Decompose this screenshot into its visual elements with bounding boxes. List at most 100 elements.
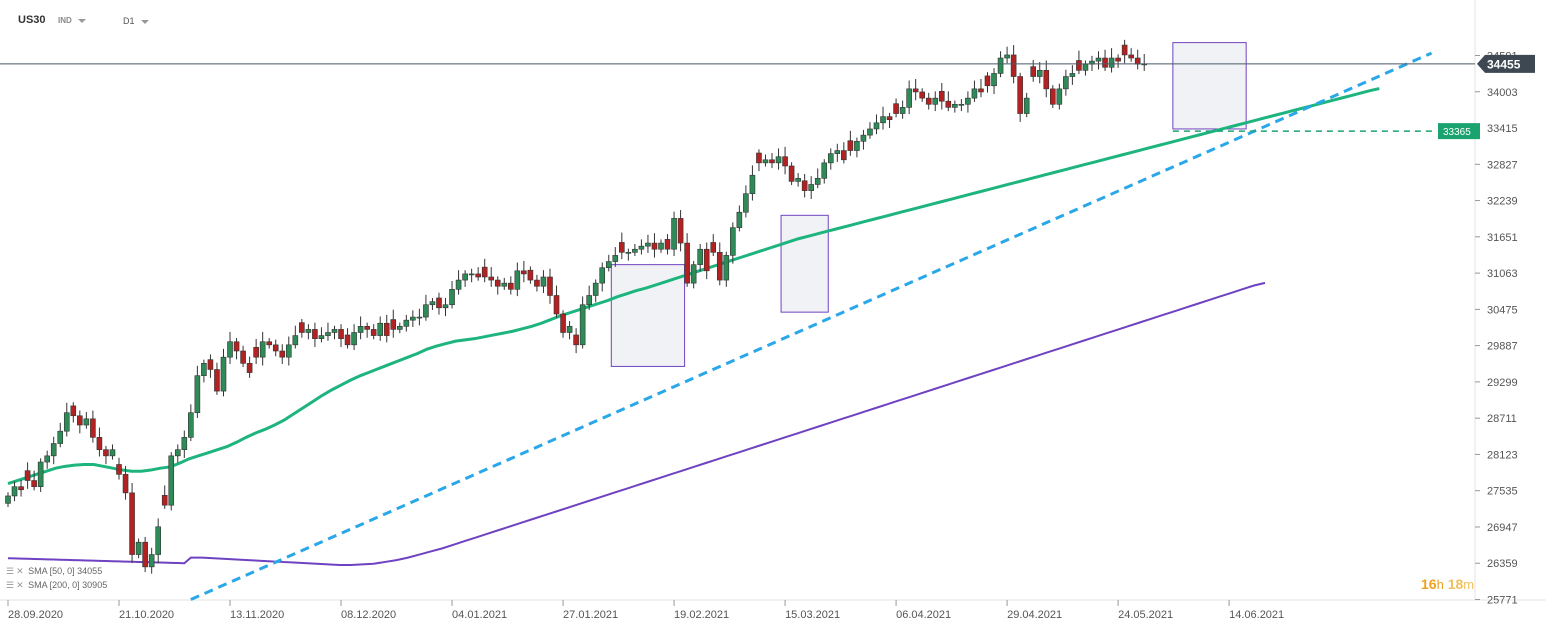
candle-up (612, 255, 619, 262)
current-price-label: 34455 (1487, 57, 1521, 71)
candle-down (1102, 57, 1108, 68)
candle-up (403, 319, 410, 327)
candle-down (677, 218, 684, 244)
candle-up (455, 279, 462, 290)
x-tick-label: 24.05.2021 (1118, 609, 1173, 621)
candle-down (1050, 88, 1056, 105)
candle-down (560, 313, 566, 333)
pattern-box (780, 214, 829, 313)
candle-down (716, 252, 723, 281)
candle-up (821, 162, 828, 179)
candle-down (553, 295, 560, 315)
candle-up (357, 326, 364, 333)
candle-down (573, 334, 579, 346)
candle-up (834, 150, 841, 154)
candle-up (259, 341, 266, 358)
candle-down (116, 464, 122, 475)
candle-down (710, 242, 717, 253)
close-icon[interactable]: ✕ (16, 580, 24, 590)
candle-up (592, 282, 599, 296)
candle-up (351, 332, 357, 346)
candle-up (625, 252, 632, 254)
indicator-sma200-row[interactable]: ☰ ✕ SMA [200, 0] 30905 (6, 580, 107, 591)
candle-down (383, 322, 390, 336)
candle-down (77, 415, 83, 426)
candle-up (873, 122, 880, 130)
x-tick-label: 27.01.2021 (563, 609, 618, 621)
candle-down (547, 276, 553, 296)
settings-icon[interactable]: ☰ (6, 566, 15, 576)
candle-down (1121, 44, 1128, 56)
candle-up (325, 332, 331, 336)
trendline (190, 51, 1433, 601)
candle-down (103, 449, 109, 457)
candle-down (246, 363, 253, 373)
candle-up (462, 273, 468, 281)
x-tick-label: 29.04.2021 (1007, 609, 1062, 621)
candle-up (220, 356, 227, 392)
x-tick-label: 08.12.2020 (341, 609, 396, 621)
candle-down (24, 470, 31, 481)
candle-up (423, 304, 429, 318)
candle-up (1036, 70, 1043, 77)
x-tick-label: 15.03.2021 (785, 609, 840, 621)
candle-down (1010, 54, 1017, 77)
candle-up (305, 329, 312, 333)
candle-up (638, 245, 645, 250)
candle-down (1076, 60, 1082, 71)
candle-down (96, 437, 103, 450)
candle-up (501, 282, 508, 287)
candle-down (1043, 70, 1050, 90)
indicator-sma50-row[interactable]: ☰ ✕ SMA [50, 0] 34055 (6, 566, 102, 577)
close-icon[interactable]: ✕ (16, 566, 24, 576)
candle-up (932, 97, 939, 105)
candle-down (70, 405, 77, 417)
settings-icon[interactable]: ☰ (6, 580, 15, 590)
candle-up (377, 322, 384, 336)
indicator-sma200-label: SMA [200, 0] 30905 (28, 580, 108, 590)
chart-header: US30 IND D1 (0, 0, 1546, 40)
x-tick-label: 21.10.2020 (119, 609, 174, 621)
candle-up (50, 443, 57, 457)
instrument-type-label: IND (58, 16, 72, 25)
candle-up (586, 295, 592, 306)
candle-down (527, 269, 534, 281)
candle-up (736, 211, 743, 228)
candle-up (201, 363, 207, 376)
x-tick-label: 14.06.2021 (1229, 609, 1284, 621)
candle-down (801, 180, 808, 191)
candle-up (194, 375, 201, 413)
candle-up (148, 554, 155, 568)
candle-up (795, 178, 801, 182)
instrument-type-selector[interactable]: IND (58, 16, 86, 25)
timeframe-label: D1 (123, 16, 135, 26)
candle-up (775, 156, 782, 164)
candle-down (129, 492, 135, 555)
candle-up (83, 418, 90, 426)
candle-up (762, 159, 769, 164)
chevron-down-icon (140, 19, 149, 24)
candle-up (730, 227, 736, 256)
candle-down (481, 266, 488, 278)
candle-up (899, 107, 906, 114)
candle-down (893, 103, 899, 114)
support-label: 33365 (1443, 127, 1471, 138)
candle-down (142, 541, 148, 568)
candle-up (965, 97, 971, 105)
candle-down (494, 279, 501, 287)
candle-up (227, 341, 233, 358)
pattern-box (1172, 42, 1247, 130)
candle-up (468, 273, 475, 276)
symbol-label[interactable]: US30 (18, 14, 46, 26)
candle-up (514, 270, 521, 290)
candle-down (475, 273, 481, 278)
candle-up (168, 455, 175, 506)
candle-up (11, 486, 18, 497)
timeframe-selector[interactable]: D1 (123, 16, 149, 26)
candle-down (31, 480, 37, 487)
candle-up (449, 289, 455, 306)
candle-down (619, 242, 625, 253)
x-tick-label: 06.04.2021 (896, 609, 951, 621)
candle-down (240, 350, 246, 364)
